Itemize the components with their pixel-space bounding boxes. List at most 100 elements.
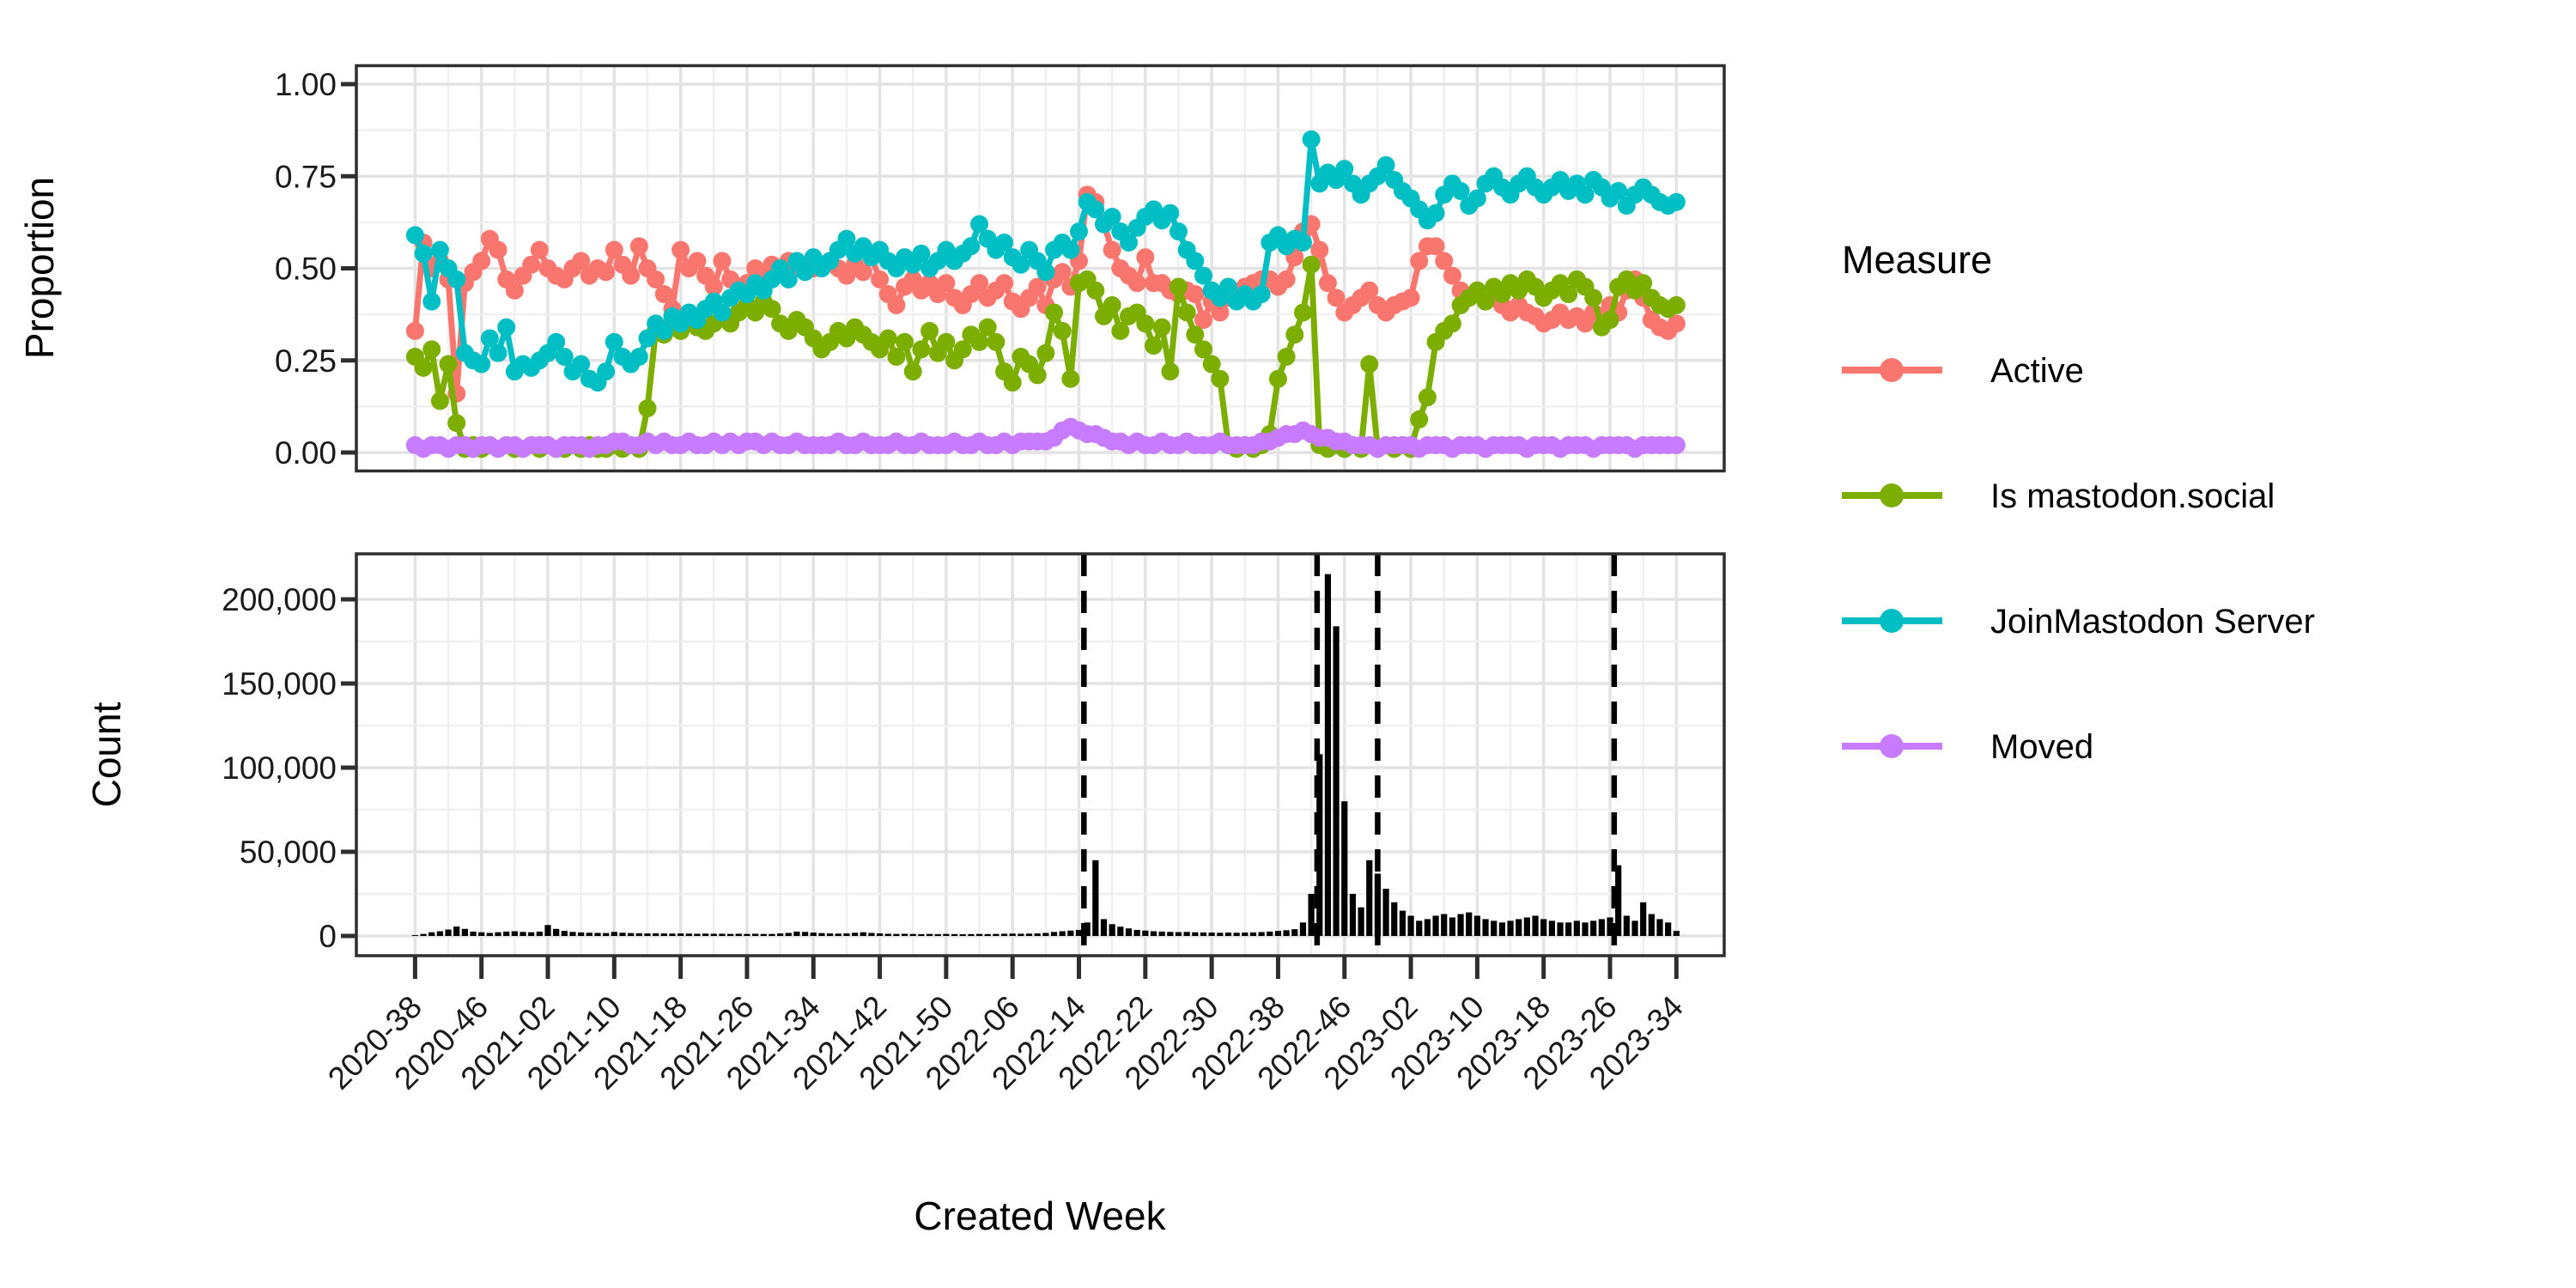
- x-axis-title: Created Week: [914, 1194, 1166, 1238]
- data-point: [920, 321, 939, 340]
- legend-key-point: [1880, 609, 1904, 633]
- count-bar: [519, 932, 526, 936]
- count-bar: [461, 928, 468, 936]
- data-point: [1169, 277, 1188, 296]
- data-point: [1012, 255, 1030, 274]
- count-bar: [411, 935, 418, 936]
- data-point: [1169, 222, 1188, 241]
- count-bar: [503, 931, 510, 936]
- count-bar: [1025, 933, 1033, 936]
- count-bar: [1224, 933, 1232, 936]
- count-bar: [1067, 930, 1074, 936]
- count-bar: [876, 933, 884, 936]
- data-point: [1360, 355, 1379, 374]
- count-bar: [1523, 917, 1530, 936]
- count-bar: [1473, 915, 1480, 936]
- data-point: [1426, 237, 1445, 256]
- count-bar: [544, 925, 551, 936]
- count-bar: [1424, 919, 1431, 936]
- legend-item-active: Active: [1842, 352, 2084, 390]
- count-bar: [569, 932, 576, 936]
- data-point: [555, 347, 574, 366]
- count-bar: [1233, 933, 1240, 936]
- data-point: [572, 355, 591, 374]
- count-bar: [1507, 920, 1514, 936]
- count-panel-background: [356, 554, 1724, 956]
- data-point: [995, 274, 1014, 293]
- axis-ticks: [341, 82, 1679, 979]
- count-bar: [1449, 917, 1455, 936]
- count-bar: [594, 933, 601, 936]
- count-bar: [1274, 931, 1282, 936]
- count-bar: [1018, 933, 1024, 936]
- count-bar: [1457, 914, 1464, 936]
- count-bar: [653, 933, 659, 936]
- count-bar: [635, 933, 642, 936]
- data-point: [1426, 204, 1445, 222]
- count-bar: [603, 933, 610, 936]
- legend: Measure Active Is mastodon.social JoinMast…: [1842, 238, 2315, 766]
- data-point: [1293, 233, 1312, 252]
- y-axis-title-count: Count: [84, 702, 129, 807]
- data-point: [1036, 343, 1055, 362]
- data-point: [688, 252, 707, 270]
- count-bar: [843, 933, 850, 936]
- count-bar: [1299, 922, 1307, 936]
- count-bar: [1258, 932, 1265, 936]
- data-point: [1335, 160, 1354, 179]
- count-bar: [1482, 919, 1489, 936]
- data-point: [489, 240, 507, 259]
- data-point: [1609, 181, 1628, 200]
- count-bar: [1358, 907, 1364, 936]
- count-bar: [835, 933, 841, 936]
- data-point: [405, 321, 424, 340]
- data-point: [1144, 337, 1163, 355]
- count-bar: [470, 931, 477, 936]
- data-point: [1127, 274, 1146, 293]
- count-bar: [694, 933, 701, 936]
- count-bar: [1167, 932, 1174, 936]
- count-bar: [1333, 626, 1340, 936]
- count-bar: [528, 932, 535, 936]
- count-bar: [1175, 932, 1182, 936]
- data-point: [1252, 285, 1271, 304]
- count-bar: [1242, 933, 1249, 936]
- data-point: [405, 226, 424, 245]
- data-point: [422, 292, 441, 311]
- data-point: [1634, 274, 1653, 293]
- data-point: [622, 266, 641, 285]
- data-point: [480, 329, 499, 348]
- count-bar: [644, 933, 651, 936]
- data-point: [1277, 270, 1296, 289]
- count-bar: [884, 933, 891, 936]
- data-point: [430, 240, 449, 259]
- data-point: [1218, 277, 1237, 296]
- count-bar: [1582, 922, 1589, 936]
- data-point: [439, 355, 458, 374]
- y-tick-label: 0.50: [275, 252, 337, 287]
- y-tick-label: 200,000: [222, 582, 337, 617]
- data-point: [605, 332, 623, 351]
- data-point: [629, 347, 648, 366]
- count-bar: [984, 933, 991, 936]
- count-bar: [1183, 932, 1190, 936]
- data-point: [1410, 410, 1429, 428]
- count-bar: [1491, 920, 1498, 936]
- count-bar: [1009, 933, 1016, 936]
- count-bar: [1573, 920, 1580, 936]
- y-tick-label: 1.00: [275, 67, 337, 102]
- data-point: [1086, 200, 1105, 219]
- count-bar: [1607, 917, 1613, 936]
- count-bar: [702, 933, 709, 936]
- count-bar: [420, 933, 427, 936]
- legend-item-joinmastodon-server: JoinMastodon Server: [1842, 603, 2315, 641]
- data-point: [1194, 266, 1212, 285]
- data-point: [1120, 233, 1139, 252]
- count-bar: [1100, 919, 1108, 936]
- data-point: [430, 392, 449, 410]
- y-tick-label: 0.25: [275, 343, 337, 379]
- data-point: [1053, 321, 1072, 340]
- count-bar: [926, 933, 933, 936]
- data-point: [572, 252, 591, 270]
- count-bar: [1540, 919, 1547, 936]
